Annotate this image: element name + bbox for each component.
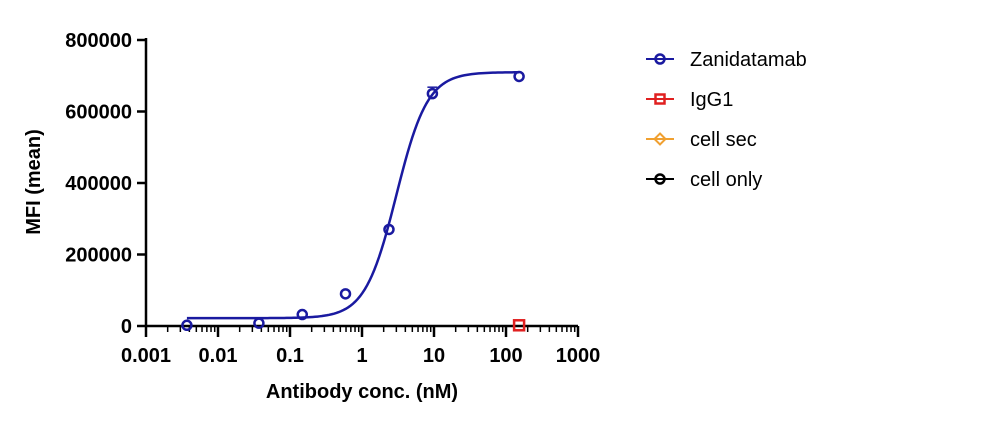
data-points [181,70,526,332]
x-tick-label: 100 [489,345,522,367]
legend-label: IgG1 [690,89,733,111]
data-point [296,308,309,321]
data-point [513,70,525,83]
legend-item: cell only [646,169,762,191]
data-point [253,317,265,329]
legend-label: Zanidatamab [690,49,807,71]
axes: 0 200000 400000 600000 800000 0.001 0.01 0.1 1 10… [65,30,600,367]
legend-item: Zanidatamab [646,49,807,71]
y-tick-label: 600000 [65,102,132,124]
fit-curves [186,71,520,320]
legend-swatch-marker [654,173,666,185]
x-tick-label: 0.1 [276,345,304,367]
y-tick-label: 400000 [65,173,132,195]
data-point [339,288,352,300]
fit-curve-zanidatamab [186,71,520,320]
legend: Zanidatamab IgG1 cell sec cell only [646,49,807,191]
x-tick-label: 1 [356,345,367,367]
data-point [512,319,526,332]
y-axis-label: MFI (mean) [23,129,45,235]
legend-item: IgG1 [646,89,733,111]
legend-swatch-marker [654,53,666,65]
x-axis-label: Antibody conc. (nM) [266,381,458,403]
y-tick-label: 200000 [65,245,132,267]
legend-label: cell sec [690,129,757,151]
data-point [426,87,439,100]
y-tick-label: 800000 [65,30,132,52]
x-tick-label: 1000 [556,345,601,367]
data-point [383,223,395,236]
x-tick-label: 0.01 [199,345,238,367]
legend-item: cell sec [646,129,757,151]
legend-swatch-marker [654,93,666,105]
x-tick-label: 10 [423,345,445,367]
x-tick-label: 0.001 [121,345,171,367]
y-tick-label: 0 [121,316,132,338]
data-point [181,319,193,332]
legend-swatch-marker [653,132,667,146]
legend-label: cell only [690,169,762,191]
